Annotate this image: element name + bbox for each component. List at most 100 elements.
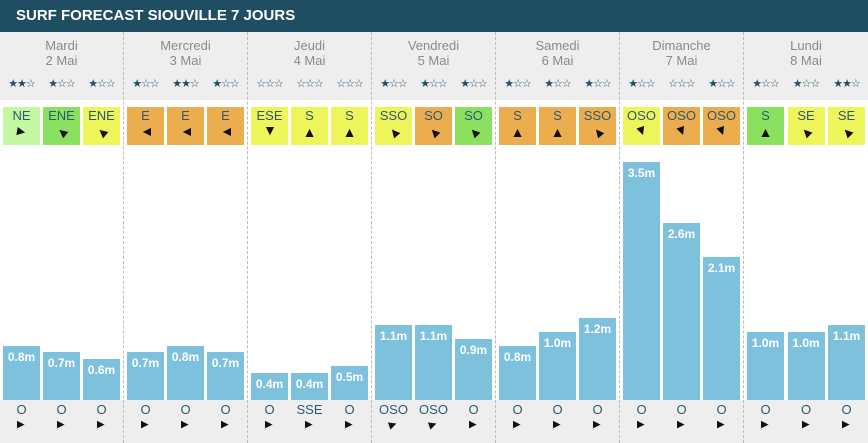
- wind-direction: OSO: [667, 108, 696, 123]
- wave-height-label: 2.6m: [667, 227, 696, 241]
- swell-arrow-icon: ▲: [798, 418, 814, 431]
- swell-cell: O ▲: [623, 402, 660, 432]
- wind-cell: SSO ▲: [579, 107, 616, 145]
- swell-arrow-icon: ▲: [178, 418, 193, 431]
- swell-direction: O: [468, 402, 479, 417]
- wind-direction: OSO: [707, 108, 736, 123]
- swell-direction: O: [96, 402, 107, 417]
- wind-direction: SE: [797, 108, 815, 123]
- wave-height-label: 0.8m: [171, 350, 200, 364]
- swell-cell: OSO ▲: [375, 402, 412, 433]
- wind-cell: S ▲: [499, 107, 536, 145]
- swell-cell: O ▲: [167, 402, 204, 432]
- swell-direction: O: [800, 402, 812, 417]
- day-heading: Vendredi 5 Mai: [372, 38, 495, 68]
- day-date: 4 Mai: [293, 53, 326, 68]
- wave-height-bar: 1.0m: [787, 332, 825, 400]
- wave-height-bar: 0.7m: [43, 352, 80, 400]
- swell-arrow-icon: ▲: [138, 418, 153, 431]
- day-column-mardi: Mardi 2 Mai ★★☆ ★☆☆ ★☆☆ NE ▲ ENE ▲ ENE ▲ 0.8m 0.7m 0…: [0, 32, 124, 443]
- wind-cell: SSO ▲: [375, 107, 412, 145]
- wave-height-bar: 1.0m: [747, 332, 784, 400]
- swell-direction: O: [592, 402, 603, 417]
- swell-arrow-icon: ▲: [590, 418, 605, 431]
- swell-arrow-icon: ▲: [466, 418, 481, 431]
- wave-height-bar: 2.1m: [703, 257, 740, 400]
- star-rating: ★☆☆: [747, 77, 784, 90]
- day-name: Jeudi: [293, 38, 326, 53]
- swell-cell: O ▲: [828, 402, 865, 432]
- star-rating: ★☆☆: [375, 77, 412, 90]
- star-rating: ★★☆: [3, 77, 40, 90]
- wind-direction: NE: [12, 108, 31, 123]
- swell-direction: O: [56, 402, 67, 417]
- star-icons: ★☆☆: [460, 78, 488, 90]
- swell-cell: O ▲: [663, 402, 700, 432]
- star-rating: ★☆☆: [703, 77, 740, 90]
- page-title: SURF FORECAST SIOUVILLE 7 JOURS: [0, 0, 868, 32]
- swell-direction: O: [716, 402, 727, 417]
- wind-cell: E ▲: [207, 107, 244, 145]
- wind-cell: ENE ▲: [43, 107, 80, 145]
- swell-arrow-icon: ▲: [510, 418, 525, 431]
- star-icons: ★☆☆: [504, 78, 532, 90]
- wave-height-label: 0.8m: [503, 350, 532, 364]
- swell-direction: OSO: [419, 402, 448, 417]
- swell-direction: O: [760, 402, 771, 417]
- star-rating: ★★☆: [828, 77, 865, 90]
- wave-height-label: 0.4m: [255, 377, 284, 391]
- swell-cell: O ▲: [43, 402, 80, 432]
- wind-direction: ESE: [256, 108, 283, 123]
- star-icons: ★☆☆: [708, 78, 736, 90]
- wind-cell: OSO ▲: [663, 107, 700, 145]
- star-rating: ★☆☆: [539, 77, 576, 90]
- swell-cell: OSO ▲: [415, 402, 452, 434]
- swell-cell: O ▲: [579, 402, 616, 432]
- day-heading: Dimanche 7 Mai: [620, 38, 743, 68]
- swell-arrow-icon: ▲: [839, 418, 854, 431]
- swell-direction: O: [264, 402, 275, 417]
- swell-arrow-icon: ▲: [424, 415, 443, 434]
- wave-height-label: 0.7m: [131, 356, 160, 370]
- star-icons: ☆☆☆: [668, 78, 696, 90]
- star-rating: ★☆☆: [623, 77, 660, 90]
- wave-height-label: 0.7m: [211, 356, 240, 370]
- star-icons: ★☆☆: [48, 78, 76, 90]
- star-rating: ☆☆☆: [251, 77, 288, 90]
- star-rating: ★☆☆: [788, 77, 825, 90]
- swell-direction: O: [841, 402, 852, 417]
- day-name: Dimanche: [652, 38, 711, 53]
- day-date: 6 Mai: [541, 53, 574, 68]
- wind-cell: OSO ▲: [623, 107, 660, 145]
- wave-height-bar: 0.8m: [499, 346, 536, 400]
- star-icons: ★☆☆: [628, 78, 656, 90]
- star-icons: ★☆☆: [752, 78, 780, 90]
- wave-height-bar: 0.8m: [167, 346, 204, 400]
- wave-height-bar: 0.5m: [331, 366, 368, 400]
- star-rating: ☆☆☆: [331, 77, 368, 90]
- swell-arrow-icon: ▲: [262, 418, 277, 431]
- wind-arrow-icon: ▲: [550, 124, 565, 140]
- day-date: 2 Mai: [45, 53, 78, 68]
- day-name: Vendredi: [407, 38, 460, 53]
- star-icons: ★☆☆: [380, 78, 408, 90]
- wave-height-label: 1.0m: [792, 336, 820, 350]
- swell-direction: O: [552, 402, 563, 417]
- wind-cell: E ▲: [167, 107, 204, 145]
- swell-cell: O ▲: [127, 402, 164, 432]
- wind-cell: S ▲: [331, 107, 368, 145]
- wave-height-label: 2.1m: [707, 261, 736, 275]
- day-column-mercredi: Mercredi 3 Mai ★☆☆ ★★☆ ★☆☆ E ▲ E ▲ E ▲ 0.7m 0.8m 0.7…: [124, 32, 248, 443]
- wind-cell: NE ▲: [3, 107, 40, 145]
- star-icons: ★☆☆: [88, 78, 116, 90]
- swell-direction: SSE: [296, 402, 323, 417]
- forecast-grid: Mardi 2 Mai ★★☆ ★☆☆ ★☆☆ NE ▲ ENE ▲ ENE ▲ 0.8m 0.7m 0…: [0, 32, 868, 443]
- wind-direction: E: [221, 108, 230, 123]
- swell-direction: O: [676, 402, 687, 417]
- wind-direction: S: [553, 108, 562, 123]
- day-name: Mercredi: [160, 38, 211, 53]
- wave-height-bar: 1.1m: [415, 325, 452, 400]
- wind-direction: ENE: [48, 108, 75, 123]
- wave-height-label: 0.5m: [335, 370, 364, 384]
- star-icons: ★★☆: [833, 78, 861, 90]
